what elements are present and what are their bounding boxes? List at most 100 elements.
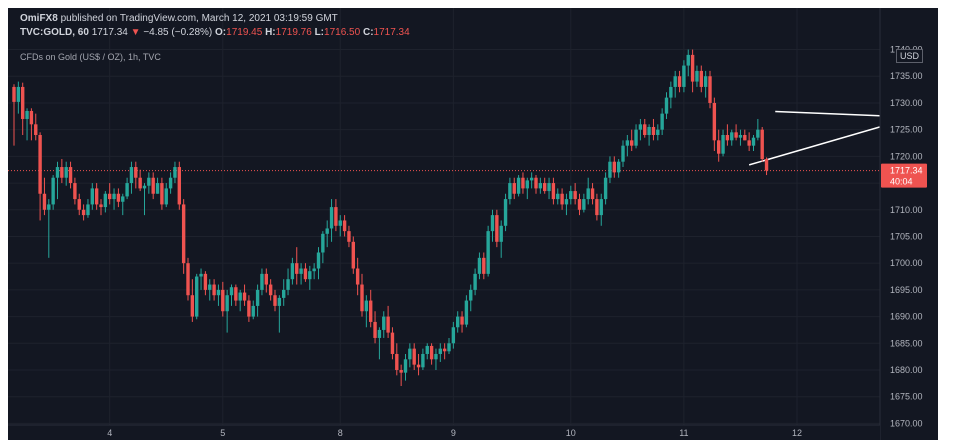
candle-body [725, 134, 730, 141]
symbol-label[interactable]: TVC:GOLD, 60 [20, 27, 89, 38]
price-tick-label: 1695.00 [890, 285, 923, 295]
candle-body [495, 215, 499, 242]
publish-info: OmiFX8 published on TradingView.com, Mar… [20, 13, 338, 24]
candle-body [638, 124, 643, 130]
candle-body [164, 188, 168, 205]
candle-body [99, 204, 103, 208]
price-tick-label: 1685.00 [890, 338, 923, 348]
candle-body [277, 297, 282, 306]
candle-body [208, 284, 212, 290]
candle-body [616, 161, 621, 173]
candle-body [743, 134, 747, 141]
candle-body [125, 183, 129, 197]
candle-body [342, 220, 347, 232]
candle-body [621, 145, 625, 162]
time-tick-label: 9 [451, 428, 456, 438]
candle-body [299, 268, 303, 274]
candle-body [760, 129, 764, 160]
candle-body [329, 207, 334, 229]
candle-body [229, 287, 234, 296]
candle-body [399, 369, 403, 373]
change-value: −4.85 (−0.28%) [143, 27, 213, 38]
candle-body [717, 140, 721, 154]
candle-body [560, 193, 564, 205]
candle-body [573, 191, 577, 200]
candle-body [451, 327, 456, 344]
candle-body [360, 284, 364, 312]
time-tick-label: 11 [679, 428, 688, 438]
candle-body [234, 287, 238, 301]
candle-body [181, 204, 186, 264]
candle-body [225, 295, 229, 312]
candle-body [212, 284, 216, 296]
candle-body [29, 110, 34, 125]
candle-body [595, 199, 599, 216]
candle-body [34, 124, 38, 135]
candle-body [508, 183, 512, 200]
candle-body [482, 257, 486, 274]
candle-body [516, 177, 521, 194]
price-tick-label: 1690.00 [890, 312, 923, 322]
candle-body [321, 233, 325, 253]
candle-body [94, 188, 99, 205]
candle-body [764, 159, 769, 171]
candle-body [699, 70, 703, 87]
candle-body [656, 129, 660, 135]
candle-body [577, 199, 582, 210]
candle-body [647, 126, 651, 135]
candle-body [142, 185, 147, 189]
candle-body [564, 199, 569, 205]
open-label: O: [215, 27, 227, 38]
candle-body [286, 279, 290, 290]
candle-body [160, 183, 164, 205]
candle-body [464, 300, 469, 325]
candle-body [677, 76, 682, 87]
candle-body [690, 54, 695, 82]
candle-body [73, 183, 77, 200]
candle-body [68, 167, 73, 184]
candle-body [569, 191, 573, 200]
candle-body [147, 177, 151, 186]
time-tick-label: 4 [107, 428, 112, 438]
candle-body [421, 353, 425, 368]
candle-body [608, 161, 612, 178]
candle-body [429, 345, 434, 360]
candle-body [116, 193, 121, 202]
currency-button[interactable]: USD [896, 49, 924, 63]
time-axis-background [8, 425, 880, 440]
candle-body [599, 199, 603, 216]
candle-body [386, 316, 390, 333]
candle-body [138, 177, 142, 189]
candle-body [382, 316, 386, 330]
candle-body [712, 102, 717, 141]
author-name[interactable]: OmiFX8 [20, 13, 58, 24]
candle-body [403, 359, 408, 373]
candle-body [529, 177, 534, 181]
candle-body [582, 199, 586, 210]
candle-body [486, 231, 490, 274]
price-tick-label: 1700.00 [890, 258, 923, 268]
candle-body [312, 268, 316, 272]
candle-body [377, 329, 382, 338]
high-value: 1719.76 [275, 27, 312, 38]
candle-body [673, 76, 677, 87]
candle-body [477, 257, 482, 274]
price-axis: 1670.00 1675.00 1680.00 1685.00 1690.00 1695.… [879, 8, 938, 440]
candle-body [347, 231, 351, 242]
candle-body [186, 263, 190, 296]
last-price-value: 1717.34 [890, 166, 923, 176]
low-value: 1716.50 [324, 27, 361, 38]
last-price-label: 1717.34 40:04 [881, 163, 927, 188]
candlestick-chart[interactable]: 1670.00 1675.00 1680.00 1685.00 1690.00 1695.… [8, 8, 938, 440]
countdown-timer: 40:04 [890, 177, 913, 187]
candle-body [551, 183, 556, 200]
chart-frame: 1670.00 1675.00 1680.00 1685.00 1690.00 1695.… [8, 8, 938, 440]
candle-body [325, 228, 329, 234]
candle-body [412, 348, 416, 365]
candle-body [242, 292, 247, 301]
candle-body [738, 134, 743, 138]
high-label: H: [265, 27, 276, 38]
candle-body [456, 316, 460, 328]
candle-body [216, 289, 221, 296]
candle-body [586, 188, 590, 200]
